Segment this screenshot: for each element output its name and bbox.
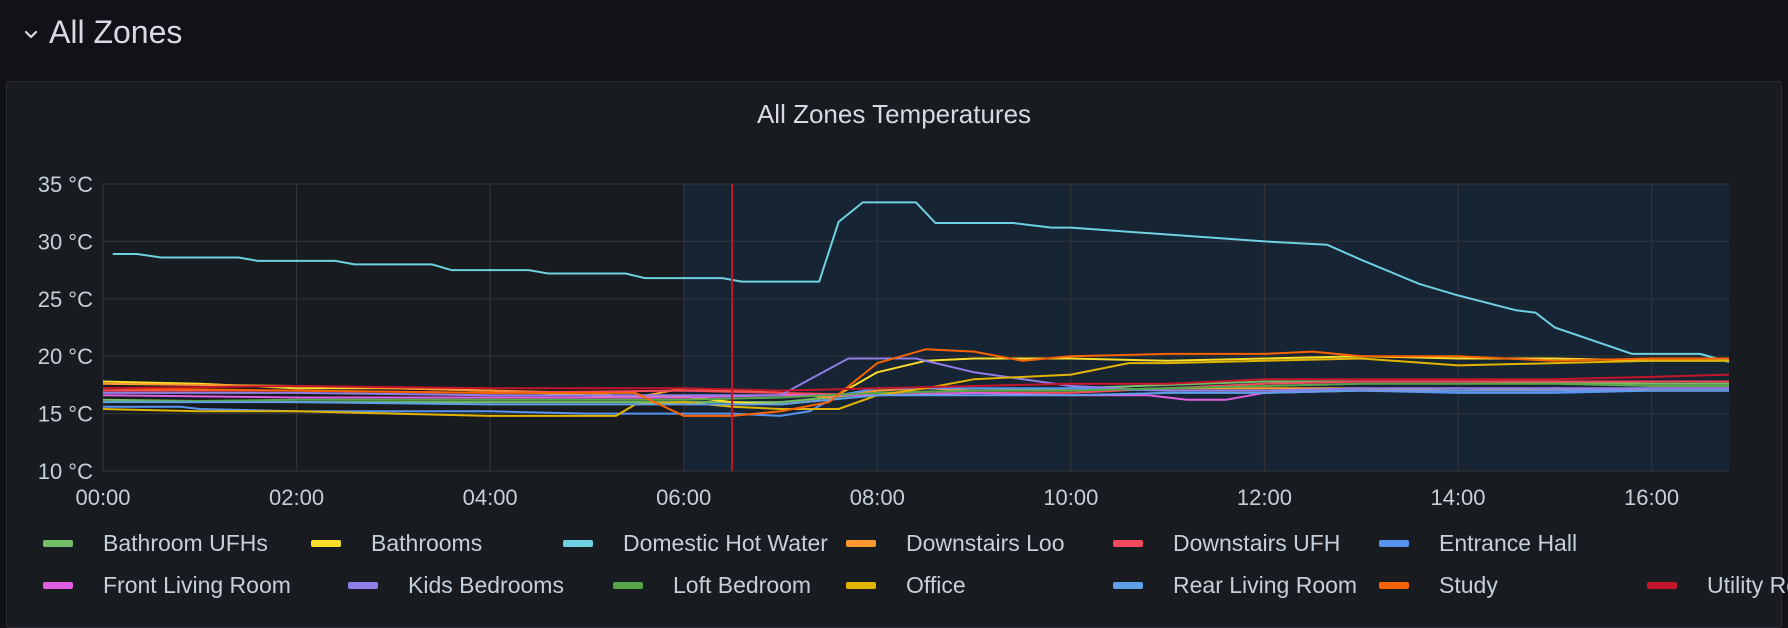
legend-item[interactable]: Front Living Room [43,570,291,600]
legend-label: Loft Bedroom [673,571,812,598]
legend-swatch [1379,539,1409,547]
y-tick-label: 25 °C [38,287,93,312]
chart-panel[interactable]: All Zones Temperatures 10 °C 15 °C 20 °C 25… [6,81,1788,628]
series-line-office [102,357,1729,417]
legend-item[interactable]: Rear Living Room [1113,570,1357,600]
legend-item[interactable]: Bathrooms [311,528,482,558]
legend-item[interactable]: Domestic Hot Water [563,528,828,558]
y-tick-label: 15 °C [38,402,93,427]
legend-label: Bathrooms [371,529,483,556]
series-line-rear-living-room [103,389,1729,406]
panel-title[interactable]: All Zones Temperatures [756,99,1032,129]
legend-swatch [1379,581,1409,589]
legend-swatch [563,539,593,547]
x-tick-label: 04:00 [463,485,518,510]
x-tick-label: 12:00 [1237,485,1292,510]
y-tick-label: 20 °C [38,344,93,369]
legend-label: Utility Room [1707,571,1788,598]
legend-label: Domestic Hot Water [623,529,828,556]
series-line-utility-room [102,373,1730,392]
legend-item[interactable]: Downstairs UFH [1113,528,1340,558]
highlight-region [683,184,1729,471]
legend-item[interactable]: Loft Bedroom [613,570,811,600]
series-line-kids-bedrooms [103,357,1729,397]
legend-swatch [43,539,73,547]
legend-label: Downstairs Loo [906,529,1065,556]
x-tick-label: 16:00 [1624,485,1679,510]
series-line-loft-bedroom [102,382,1729,404]
legend-item[interactable]: Utility Room [1647,570,1788,600]
legend-item[interactable]: Downstairs Loo [846,528,1065,558]
x-tick-label: 06:00 [656,485,711,510]
legend-item[interactable]: Entrance Hall [1379,528,1577,558]
y-tick-label: 35 °C [38,172,93,197]
legend-label: Front Living Room [103,571,291,598]
y-tick-label: 30 °C [38,229,93,254]
legend-swatch [613,581,643,589]
legend-swatch [1113,581,1143,589]
legend-label: Bathroom UFHs [103,529,268,556]
legend-item[interactable]: Study [1379,570,1498,600]
legend-item[interactable]: Office [846,570,966,600]
legend-label: Downstairs UFH [1173,529,1341,556]
x-tick-label: 08:00 [850,485,905,510]
x-tick-label: 10:00 [1043,485,1098,510]
legend-label: Rear Living Room [1173,571,1358,598]
row-header[interactable]: All Zones [0,0,1788,72]
chevron-down-icon[interactable] [22,26,40,44]
legend-swatch [43,581,73,589]
temperature-chart[interactable]: 10 °C 15 °C 20 °C 25 °C 30 °C 35 °C 00:00 02:00… [7,82,1781,522]
row-title[interactable]: All Zones [49,14,183,50]
legend-label: Office [906,571,966,598]
legend-swatch [348,581,378,589]
legend-swatch [1113,539,1143,547]
x-tick-label: 00:00 [75,485,130,510]
legend-label: Entrance Hall [1439,529,1578,556]
legend-swatch [1647,581,1677,589]
x-tick-label: 14:00 [1430,485,1485,510]
series-line-study [102,348,1729,417]
legend-swatch [846,581,876,589]
legend-swatch [846,539,876,547]
y-tick-label: 10 °C [38,459,93,484]
legend-label: Study [1439,571,1498,598]
legend-label: Kids Bedrooms [408,571,564,598]
legend-item[interactable]: Bathroom UFHs [43,528,268,558]
legend-item[interactable]: Kids Bedrooms [348,570,564,600]
legend-swatch [311,539,341,547]
series-line-domestic-hot-water [112,201,1730,363]
x-tick-label: 02:00 [269,485,324,510]
